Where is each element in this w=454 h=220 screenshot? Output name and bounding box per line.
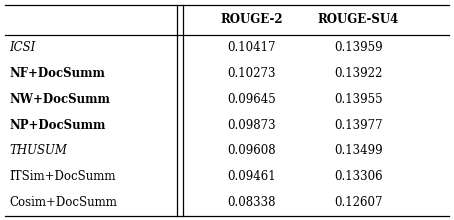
- Text: 0.09645: 0.09645: [227, 93, 276, 106]
- Text: 0.13499: 0.13499: [334, 145, 383, 158]
- Text: ICSI: ICSI: [9, 41, 35, 54]
- Text: NP+DocSumm: NP+DocSumm: [9, 119, 105, 132]
- Text: NF+DocSumm: NF+DocSumm: [9, 67, 105, 80]
- Text: 0.13955: 0.13955: [334, 93, 383, 106]
- Text: Cosim+DocSumm: Cosim+DocSumm: [9, 196, 117, 209]
- Text: 0.13977: 0.13977: [334, 119, 383, 132]
- Text: 0.09608: 0.09608: [227, 145, 276, 158]
- Text: NW+DocSumm: NW+DocSumm: [9, 93, 110, 106]
- Text: 0.08338: 0.08338: [227, 196, 276, 209]
- Text: 0.13306: 0.13306: [334, 170, 383, 183]
- Text: 0.12607: 0.12607: [334, 196, 383, 209]
- Text: ITSim+DocSumm: ITSim+DocSumm: [9, 170, 115, 183]
- Text: 0.13959: 0.13959: [334, 41, 383, 54]
- Text: ROUGE-SU4: ROUGE-SU4: [318, 13, 399, 26]
- Text: 0.10273: 0.10273: [227, 67, 276, 80]
- Text: THUSUM: THUSUM: [9, 145, 67, 158]
- Text: ROUGE-2: ROUGE-2: [220, 13, 283, 26]
- Text: 0.09873: 0.09873: [227, 119, 276, 132]
- Text: 0.13922: 0.13922: [334, 67, 382, 80]
- Text: 0.09461: 0.09461: [227, 170, 276, 183]
- Text: 0.10417: 0.10417: [227, 41, 276, 54]
